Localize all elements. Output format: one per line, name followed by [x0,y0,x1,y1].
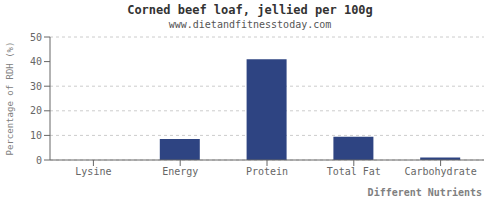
svg-text:Energy: Energy [162,166,198,177]
svg-text:Protein: Protein [246,166,288,177]
svg-text:40: 40 [30,56,42,67]
svg-text:30: 30 [30,81,42,92]
html-text:www.dietandfitnesstoday.com: www.dietandfitnesstoday.com [168,19,332,30]
svg-text:Lysine: Lysine [75,166,111,177]
svg-text:Carbohydrate: Carbohydrate [404,166,476,177]
svg-text:20: 20 [30,105,42,116]
html-text:Corned beef loaf, jellied per: Corned beef loaf, jellied per 100g [127,3,373,17]
svg-text:10: 10 [30,130,42,141]
svg-text:Different Nutrients: Different Nutrients [368,187,482,198]
svg-text:0: 0 [36,155,42,166]
svg-text:50: 50 [30,32,42,43]
svg-text:Total Fat: Total Fat [327,166,381,177]
svg-text:Percentage of RDH (%): Percentage of RDH (%) [8,42,15,156]
